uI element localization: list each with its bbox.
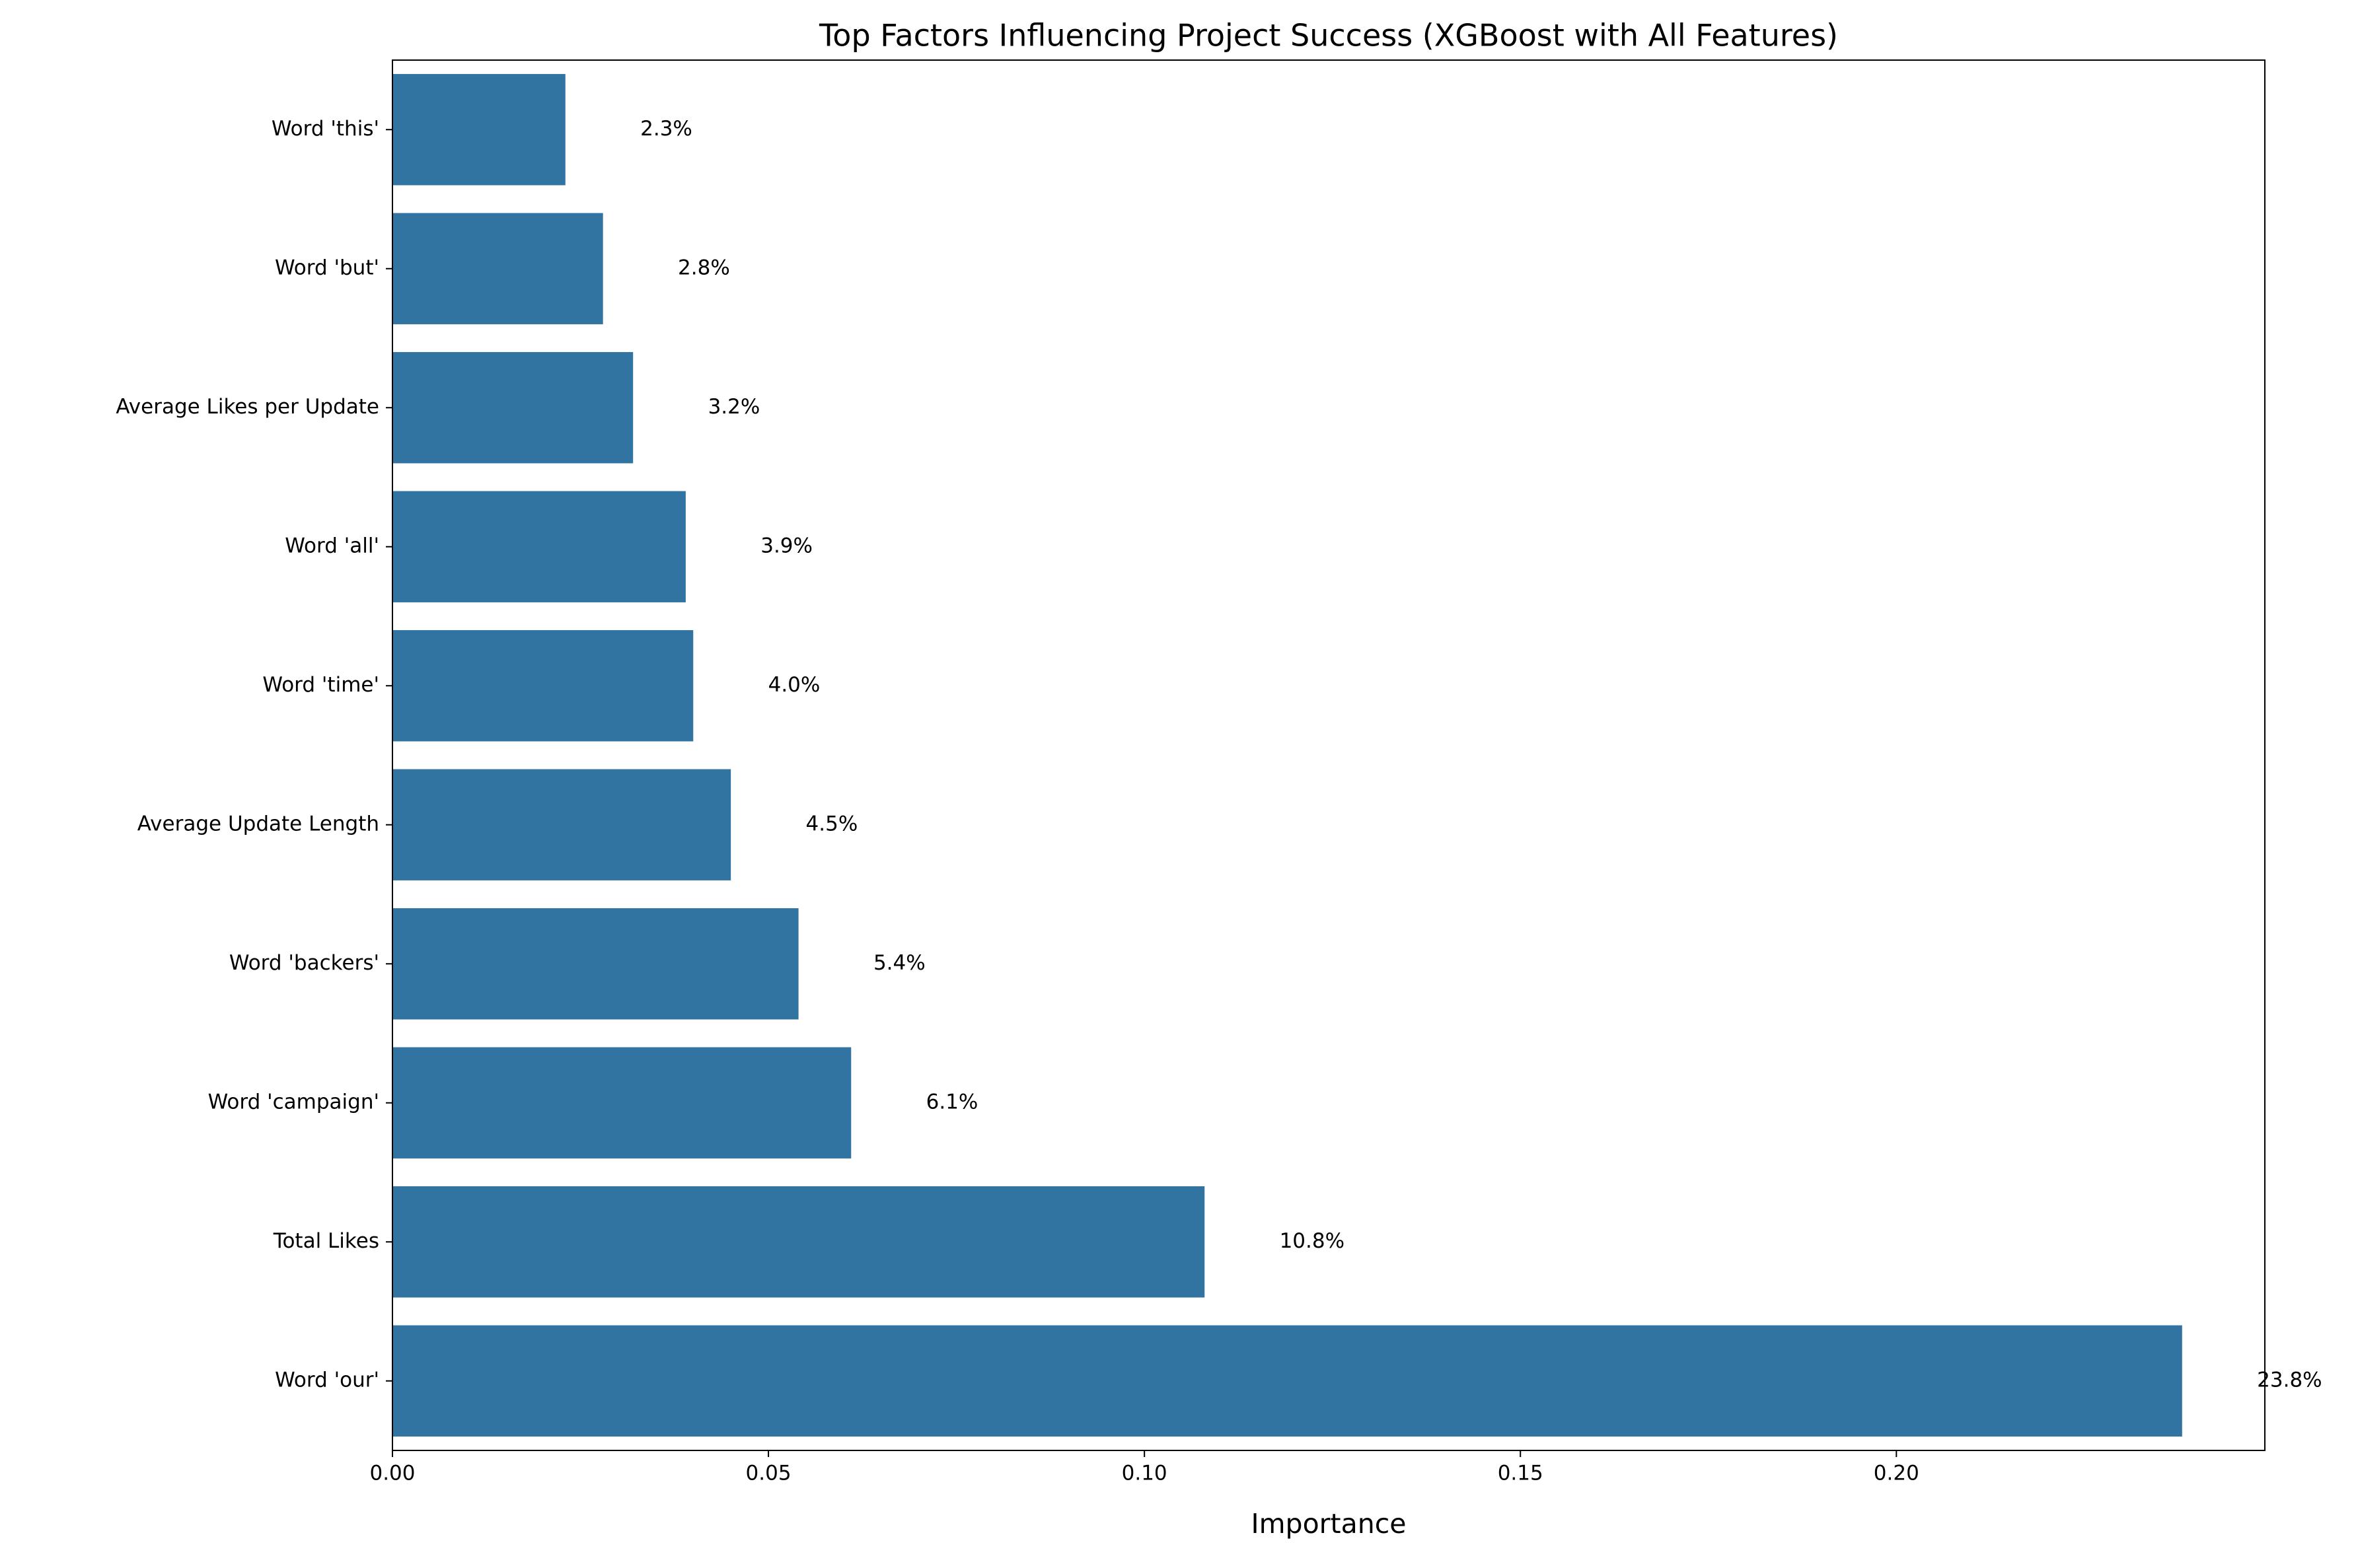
y-tick-label: Average Likes per Update xyxy=(116,395,379,419)
y-tick-label: Word 'all' xyxy=(285,534,379,557)
bar xyxy=(392,213,603,324)
bar xyxy=(392,74,566,186)
y-tick-label: Word 'this' xyxy=(272,117,379,141)
value-label: 10.8% xyxy=(1280,1229,1345,1253)
plot-area: 0.00 0.05 0.10 0.15 0.20 Word 'this' 2.3% Word … xyxy=(116,74,2322,1485)
y-tick-label: Word 'backers' xyxy=(229,951,379,975)
x-tick-label: 0.00 xyxy=(369,1462,415,1485)
x-tick-label: 0.05 xyxy=(746,1462,792,1485)
bar xyxy=(392,1325,2182,1437)
bar xyxy=(392,1186,1205,1298)
bar xyxy=(392,1047,852,1158)
value-label: 4.0% xyxy=(768,673,821,697)
y-tick-label: Word 'our' xyxy=(275,1368,379,1392)
bar xyxy=(392,769,731,880)
value-label: 6.1% xyxy=(926,1090,978,1114)
bar xyxy=(392,630,694,742)
value-label: 2.8% xyxy=(678,256,730,279)
bar xyxy=(392,491,686,602)
axes-frame xyxy=(392,59,2266,1451)
value-label: 3.9% xyxy=(760,534,813,557)
x-axis-label: Importance xyxy=(1251,1508,1407,1540)
value-label: 23.8% xyxy=(2257,1368,2322,1392)
chart-title: Top Factors Influencing Project Success … xyxy=(819,18,1838,53)
bar xyxy=(392,352,634,464)
x-tick-label: 0.15 xyxy=(1498,1462,1543,1485)
y-tick-label: Word 'but' xyxy=(275,256,379,279)
y-tick-label: Word 'campaign' xyxy=(208,1090,379,1114)
value-label: 4.5% xyxy=(806,812,858,836)
x-tick-label: 0.10 xyxy=(1122,1462,1167,1485)
x-tick-label: 0.20 xyxy=(1874,1462,1919,1485)
value-label: 5.4% xyxy=(873,951,926,975)
y-tick-label: Average Update Length xyxy=(137,812,379,836)
value-label: 3.2% xyxy=(708,395,760,419)
value-label: 2.3% xyxy=(640,117,692,141)
bar xyxy=(392,908,799,1020)
y-tick-label: Word 'time' xyxy=(262,673,379,697)
y-tick-label: Total Likes xyxy=(273,1229,379,1253)
